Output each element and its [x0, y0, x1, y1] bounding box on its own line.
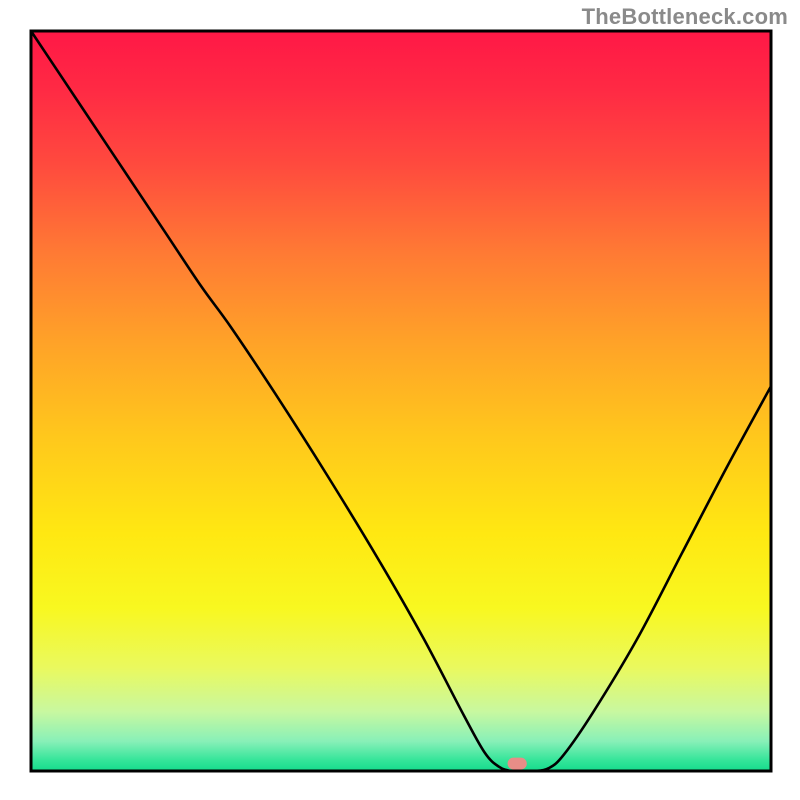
optimal-point-marker [508, 758, 527, 770]
bottleneck-curve-chart [0, 0, 800, 800]
plot-area [31, 31, 771, 771]
watermark-text: TheBottleneck.com [582, 4, 788, 30]
gradient-background [31, 31, 771, 771]
